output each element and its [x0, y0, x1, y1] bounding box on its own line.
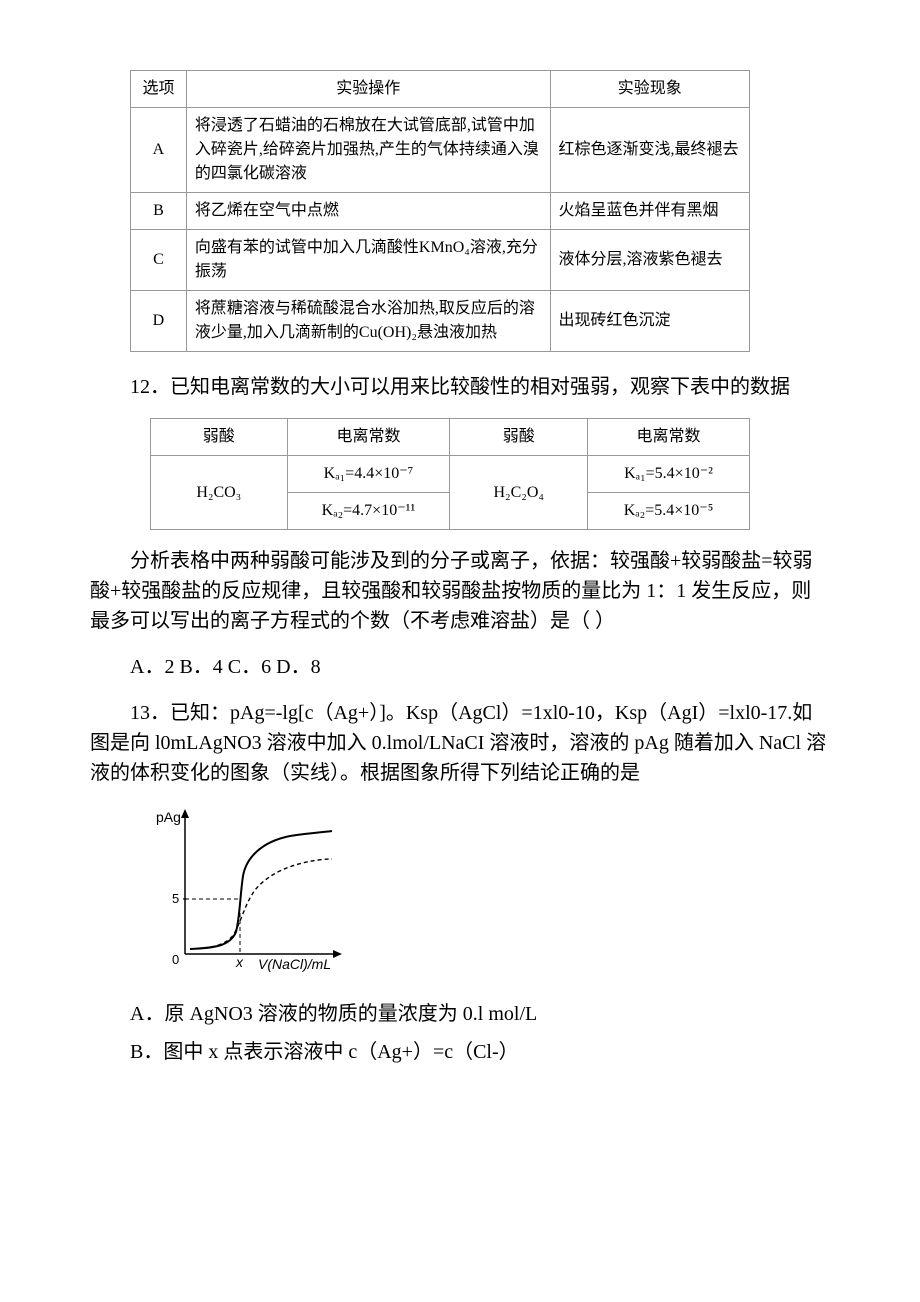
table2-header-acid1: 弱酸	[151, 419, 288, 456]
q13-option-a: A．原 AgNO3 溶液的物质的量浓度为 0.l mol/L	[90, 999, 830, 1029]
table2-acid1: H₂CO₃	[151, 456, 288, 530]
table1-row-b-opt: B	[131, 193, 187, 230]
table1-row-b-op: 将乙烯在空气中点燃	[186, 193, 550, 230]
table1-header-operation: 实验操作	[186, 71, 550, 108]
table1-row-c-opt: C	[131, 230, 187, 291]
table2-ka1-2: Kₐ₁=5.4×10⁻²	[588, 456, 750, 493]
table1-row-d-opt: D	[131, 291, 187, 352]
graph-xlabel: V(NaCl)/mL	[258, 956, 331, 972]
table1-row-d-res: 出现砖红色沉淀	[550, 291, 749, 352]
q13-option-b: B．图中 x 点表示溶液中 c（Ag+）=c（Cl-）	[90, 1037, 830, 1067]
q13-graph: pAg 5 0 x V(NaCl)/mL	[150, 804, 830, 983]
table1-row-c-op: 向盛有苯的试管中加入几滴酸性KMnO₄溶液,充分振荡	[186, 230, 550, 291]
q12-options: A．2 B．4 C．6 D．8	[90, 652, 830, 682]
ionization-constant-table: 弱酸 电离常数 弱酸 电离常数 H₂CO₃ Kₐ₁=4.4×10⁻⁷ H₂C₂O…	[150, 418, 750, 530]
table1-row-a-op: 将浸透了石蜡油的石棉放在大试管底部,试管中加入碎瓷片,给碎瓷片加强热,产生的气体…	[186, 108, 550, 193]
graph-tick-5: 5	[172, 891, 179, 906]
table2-header-k2: 电离常数	[588, 419, 750, 456]
table-row: C 向盛有苯的试管中加入几滴酸性KMnO₄溶液,充分振荡 液体分层,溶液紫色褪去	[131, 230, 750, 291]
pAg-curve-graph: pAg 5 0 x V(NaCl)/mL	[150, 804, 350, 974]
table1-row-d-op: 将蔗糖溶液与稀硫酸混合水浴加热,取反应后的溶液少量,加入几滴新制的Cu(OH)₂…	[186, 291, 550, 352]
table2-header-k1: 电离常数	[287, 419, 450, 456]
experiment-table: 选项 实验操作 实验现象 A 将浸透了石蜡油的石棉放在大试管底部,试管中加入碎瓷…	[130, 70, 750, 352]
table-row: A 将浸透了石蜡油的石棉放在大试管底部,试管中加入碎瓷片,给碎瓷片加强热,产生的…	[131, 108, 750, 193]
table2-ka2-1: Kₐ₂=4.7×10⁻¹¹	[287, 493, 450, 530]
table2-ka1-1: Kₐ₁=4.4×10⁻⁷	[287, 456, 450, 493]
graph-ylabel: pAg	[156, 809, 181, 825]
table2-ka2-2: Kₐ₂=5.4×10⁻⁵	[588, 493, 750, 530]
table1-row-a-opt: A	[131, 108, 187, 193]
table-row: D 将蔗糖溶液与稀硫酸混合水浴加热,取反应后的溶液少量,加入几滴新制的Cu(OH…	[131, 291, 750, 352]
table1-header-opt: 选项	[131, 71, 187, 108]
table1-row-c-res: 液体分层,溶液紫色褪去	[550, 230, 749, 291]
table-row: B 将乙烯在空气中点燃 火焰呈蓝色并伴有黑烟	[131, 193, 750, 230]
table2-header-acid2: 弱酸	[450, 419, 588, 456]
graph-x-mark: x	[235, 954, 244, 970]
table1-row-a-res: 红棕色逐渐变浅,最终褪去	[550, 108, 749, 193]
graph-tick-0: 0	[172, 952, 179, 967]
table2-acid2: H₂C₂O₄	[450, 456, 588, 530]
table1-row-b-res: 火焰呈蓝色并伴有黑烟	[550, 193, 749, 230]
q12-stem: 12．已知电离常数的大小可以用来比较酸性的相对强弱，观察下表中的数据	[90, 372, 830, 402]
q12-body: 分析表格中两种弱酸可能涉及到的分子或离子，依据：较强酸+较弱酸盐=较弱酸+较强酸…	[90, 546, 830, 636]
table1-header-result: 实验现象	[550, 71, 749, 108]
q13-stem: 13．已知：pAg=-lg[c（Ag+）]。Ksp（AgCl）=1xl0-10，…	[90, 698, 830, 788]
